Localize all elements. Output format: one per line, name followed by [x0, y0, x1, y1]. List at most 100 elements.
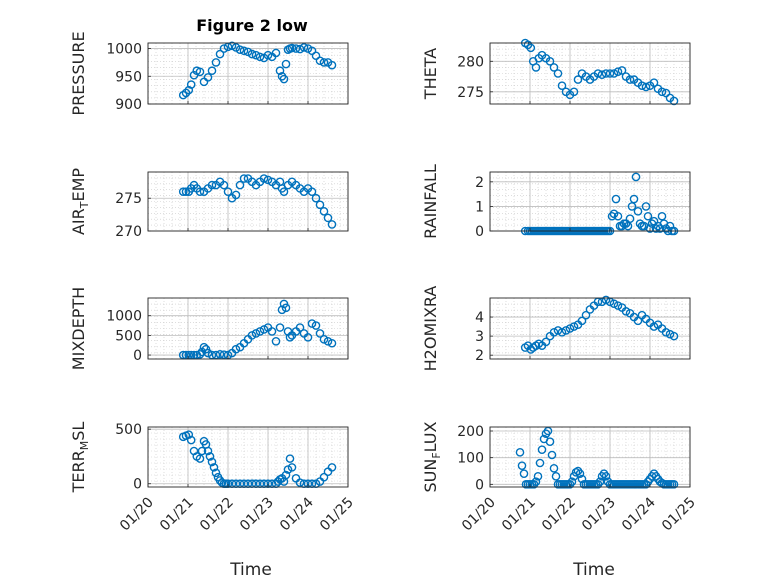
data-point: [327, 220, 337, 229]
y-tick-label: 3: [475, 329, 484, 345]
data-point: [643, 211, 653, 221]
y-tick-label: 500: [115, 328, 142, 344]
data-point: [531, 477, 541, 486]
data-point: [669, 331, 679, 341]
data-point: [197, 446, 207, 456]
data-point: [535, 458, 545, 468]
y-tick-label: 200: [457, 424, 484, 440]
y-axis-label: MIXDEPTH: [69, 287, 88, 370]
data-point: [315, 329, 325, 338]
x-tick-label: 01/23: [237, 495, 277, 535]
data-point: [609, 299, 619, 309]
data-point: [633, 316, 643, 326]
data-point: [549, 464, 559, 473]
data-point: [239, 46, 249, 56]
data-point: [279, 187, 289, 196]
data-point: [186, 435, 196, 445]
data-point: [235, 180, 245, 190]
y-axis-label-main: MIXDEPTH: [69, 287, 88, 370]
data-point: [247, 331, 257, 340]
data-point: [209, 463, 219, 472]
y-tick-label: 280: [457, 54, 484, 70]
data-point: [327, 60, 337, 70]
data-point: [531, 63, 541, 72]
data-point: [271, 336, 281, 346]
data-point: [581, 310, 591, 320]
y-axis-label-subscript: F: [430, 452, 443, 458]
series-markers: [178, 41, 337, 100]
data-point: [613, 211, 623, 221]
y-axis-label: H2OMIXRA: [421, 286, 440, 372]
data-point: [526, 43, 536, 53]
data-point: [295, 478, 305, 487]
y-axis-label: AIRTEMP: [69, 168, 91, 235]
data-point: [207, 457, 217, 467]
data-point: [611, 194, 621, 204]
data-point: [327, 463, 337, 472]
x-tick-label: 01/21: [157, 495, 197, 535]
data-point: [575, 469, 585, 478]
y-tick-label: 0: [475, 224, 484, 240]
x-tick-label: 01/24: [619, 494, 659, 534]
data-point: [557, 81, 567, 90]
y-axis-label-suffix: LUX: [421, 421, 440, 452]
series-markers: [178, 174, 337, 229]
data-point: [571, 468, 581, 477]
y-tick-label: 500: [115, 422, 142, 438]
data-point: [215, 349, 225, 359]
series-markers: [178, 299, 337, 360]
data-point: [607, 211, 617, 221]
data-point: [613, 301, 623, 310]
y-axis-label-subscript: M: [78, 441, 91, 451]
data-point: [279, 74, 289, 84]
y-tick-label: 275: [115, 191, 142, 207]
data-point: [281, 470, 291, 480]
data-point: [545, 437, 555, 446]
data-point: [178, 187, 188, 196]
data-point: [263, 175, 273, 185]
data-point: [657, 87, 667, 97]
subplot-rainfall: 0 1 2 RAINFALL: [421, 164, 691, 240]
axes-frame: [489, 171, 691, 232]
y-tick-label: 1: [475, 199, 484, 215]
y-axis-label-main: SUN: [421, 459, 440, 493]
data-point: [263, 50, 273, 60]
data-point: [565, 324, 575, 333]
data-point: [295, 44, 305, 54]
data-point: [287, 43, 297, 53]
data-point: [319, 58, 329, 67]
data-point: [541, 337, 551, 347]
data-point: [323, 336, 333, 346]
data-point: [651, 224, 661, 233]
data-point: [315, 200, 325, 210]
y-tick-label: 950: [115, 69, 142, 85]
data-point: [629, 194, 639, 204]
series-markers: [515, 426, 679, 489]
data-point: [285, 454, 295, 463]
data-point: [219, 44, 229, 53]
data-point: [665, 329, 675, 339]
data-point: [557, 328, 567, 337]
data-point: [537, 445, 547, 454]
subplot-mixdepth: 0 500 1000 MIXDEPTH: [69, 287, 349, 370]
data-point: [645, 224, 655, 233]
x-axis-label-left: Time: [229, 560, 272, 580]
y-axis-label-subscript: T: [78, 201, 91, 209]
subplot-pressure: 900 950 1000 PRESSURE: [69, 31, 349, 116]
data-point: [215, 49, 225, 59]
data-point: [307, 187, 317, 196]
y-axis-label-suffix: SL: [69, 422, 88, 441]
data-point: [567, 477, 577, 486]
y-axis-label: SUNFLUX: [421, 421, 443, 492]
data-point: [239, 174, 249, 183]
data-point: [299, 43, 309, 52]
subplot-terrmsl: 0 500 01/20 01/21 01/22 01/23 01/24 01/25 TERRMS…: [69, 422, 357, 535]
y-tick-label: 2: [475, 348, 484, 364]
data-point: [231, 190, 241, 200]
data-point: [311, 321, 321, 330]
data-point: [235, 45, 245, 54]
data-point: [323, 213, 333, 223]
data-point: [207, 180, 217, 190]
